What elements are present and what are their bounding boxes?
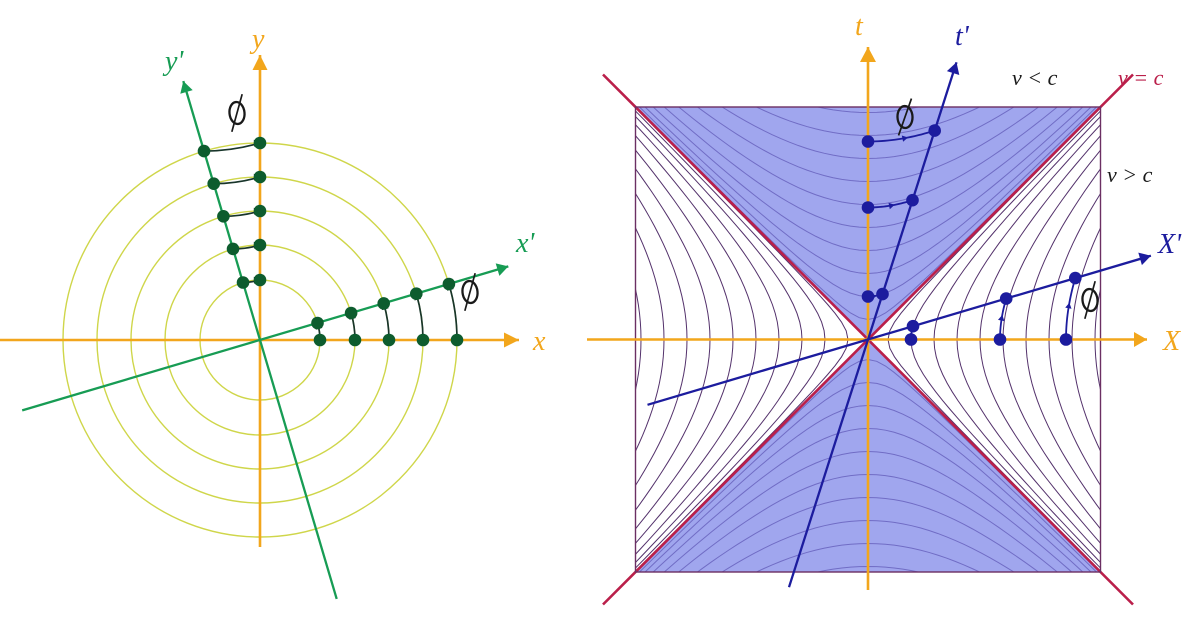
svg-text:x: x (532, 326, 546, 357)
svg-text:x': x' (515, 228, 535, 259)
svg-text:y': y' (162, 46, 184, 77)
svg-text:y: y (249, 24, 265, 55)
svg-text:t': t' (955, 21, 970, 52)
svg-text:t: t (855, 11, 864, 42)
svg-text:v = c: v = c (1118, 65, 1164, 90)
svg-text:X: X (1162, 326, 1181, 357)
svg-text:v < c: v < c (1012, 65, 1058, 90)
svg-text:X': X' (1157, 229, 1182, 260)
svg-text:v > c: v > c (1107, 162, 1153, 187)
